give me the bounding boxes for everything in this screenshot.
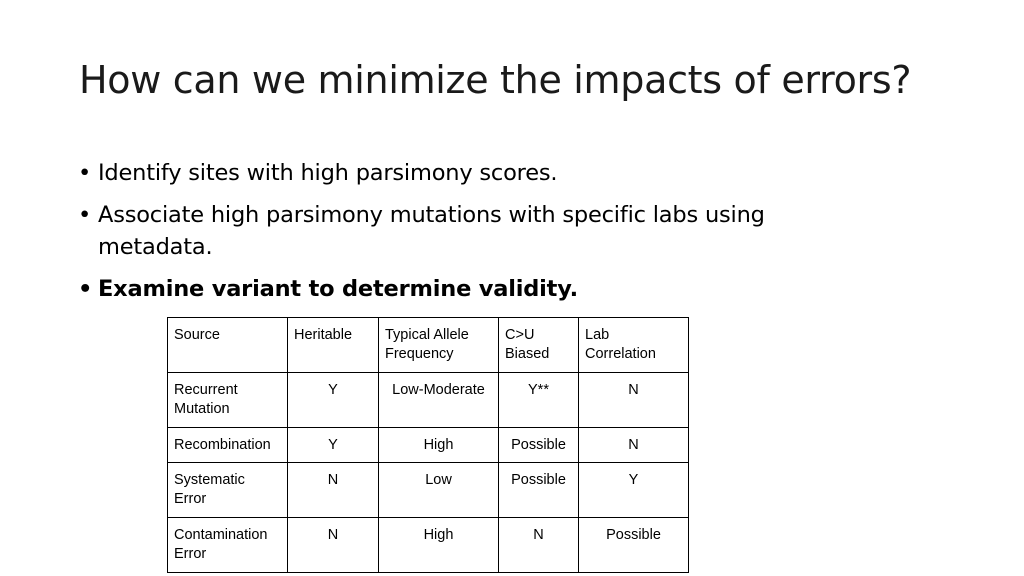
bullet-item: • Associate high parsimony mutations wit… [78,199,878,263]
table-cell: Possible [578,517,689,573]
table-cell: Possible [498,427,579,463]
table-header-row: Source Heritable Typical Allele Frequenc… [167,317,689,373]
table-cell: Recombination [167,427,288,463]
bullet-text: Identify sites with high parsimony score… [98,160,558,186]
table-cell: Low [378,462,499,518]
table-row: Recurrent Mutation Y Low-Moderate Y** N [167,372,689,428]
bullet-marker: • [78,202,92,228]
header-cu-biased: C>U Biased [498,317,579,373]
header-allele-frequency: Typical Allele Frequency [378,317,499,373]
table-cell: Y [578,462,689,518]
table-cell: Contamination Error [167,517,288,573]
table-cell: High [378,517,499,573]
table-row: Contamination Error N High N Possible [167,517,689,573]
table-cell: Y** [498,372,579,428]
table-cell: Y [287,372,379,428]
table-cell: Recurrent Mutation [167,372,288,428]
table-row: Systematic Error N Low Possible Y [167,462,689,518]
bullet-marker: • [78,276,93,302]
table-row: Recombination Y High Possible N [167,427,689,463]
table-cell: High [378,427,499,463]
header-heritable: Heritable [287,317,379,373]
bullet-text: Examine variant to determine validity. [98,276,578,302]
table-cell: N [287,462,379,518]
header-lab-correlation: Lab Correlation [578,317,689,373]
table-cell: N [578,372,689,428]
bullet-marker: • [78,160,92,186]
table-cell: Possible [498,462,579,518]
table-cell: N [578,427,689,463]
bullet-list: • Identify sites with high parsimony sco… [78,157,878,315]
table-cell: N [287,517,379,573]
table-cell: Y [287,427,379,463]
table-cell: Systematic Error [167,462,288,518]
bullet-item-emphasized: • Examine variant to determine validity. [78,273,878,305]
slide-title: How can we minimize the impacts of error… [79,58,912,102]
table-cell: Low-Moderate [378,372,499,428]
error-source-table: Source Heritable Typical Allele Frequenc… [167,317,689,573]
bullet-item: • Identify sites with high parsimony sco… [78,157,878,189]
bullet-text: Associate high parsimony mutations with … [98,202,765,260]
table-cell: N [498,517,579,573]
header-source: Source [167,317,288,373]
